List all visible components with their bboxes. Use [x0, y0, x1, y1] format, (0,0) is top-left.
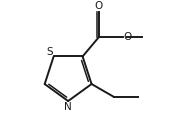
Text: N: N	[64, 102, 72, 112]
Text: O: O	[124, 32, 132, 42]
Text: O: O	[95, 1, 103, 11]
Text: S: S	[47, 47, 53, 57]
